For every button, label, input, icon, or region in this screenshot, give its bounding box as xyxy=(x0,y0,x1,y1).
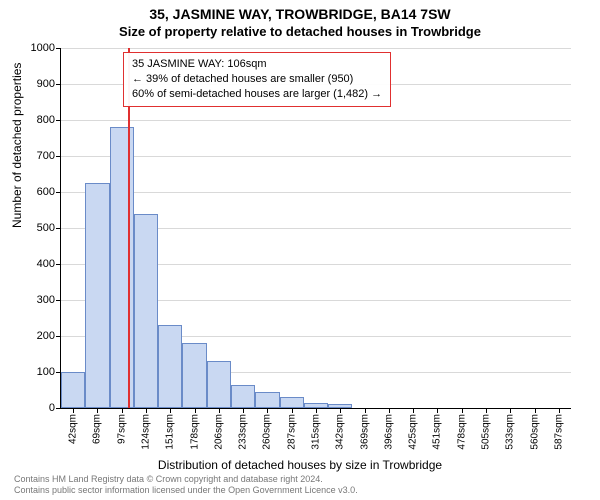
ytick-mark xyxy=(56,192,61,193)
histogram-bar xyxy=(85,183,109,408)
histogram-bar xyxy=(280,397,304,408)
xtick-label: 425sqm xyxy=(408,414,419,450)
ytick-mark xyxy=(56,264,61,265)
xtick-mark xyxy=(122,408,123,413)
histogram-bar xyxy=(182,343,206,408)
xtick-mark xyxy=(559,408,560,413)
xtick-label: 287sqm xyxy=(286,414,297,450)
histogram-bar xyxy=(231,385,255,408)
xtick-mark xyxy=(389,408,390,413)
ytick-label: 900 xyxy=(37,78,55,90)
xtick-mark xyxy=(97,408,98,413)
x-axis-label: Distribution of detached houses by size … xyxy=(0,458,600,472)
annotation-line-2: ← 39% of detached houses are smaller (95… xyxy=(132,72,382,87)
chart-title-subtitle: Size of property relative to detached ho… xyxy=(0,22,600,39)
ytick-mark xyxy=(56,48,61,49)
chart-container: 35, JASMINE WAY, TROWBRIDGE, BA14 7SW Si… xyxy=(0,0,600,500)
footer-line-1: Contains HM Land Registry data © Crown c… xyxy=(14,474,358,485)
ytick-label: 1000 xyxy=(31,42,55,54)
gridline xyxy=(61,120,571,121)
xtick-label: 260sqm xyxy=(262,414,273,450)
xtick-label: 315sqm xyxy=(311,414,322,450)
xtick-label: 533sqm xyxy=(505,414,516,450)
xtick-label: 587sqm xyxy=(553,414,564,450)
xtick-label: 151sqm xyxy=(165,414,176,450)
histogram-bar xyxy=(61,372,85,408)
xtick-mark xyxy=(510,408,511,413)
gridline xyxy=(61,48,571,49)
xtick-label: 342sqm xyxy=(335,414,346,450)
xtick-mark xyxy=(292,408,293,413)
xtick-label: 560sqm xyxy=(529,414,540,450)
xtick-mark xyxy=(365,408,366,413)
annotation-line-3: 60% of semi-detached houses are larger (… xyxy=(132,87,382,102)
histogram-bar xyxy=(158,325,182,408)
xtick-label: 505sqm xyxy=(481,414,492,450)
xtick-mark xyxy=(340,408,341,413)
xtick-mark xyxy=(316,408,317,413)
ytick-label: 500 xyxy=(37,222,55,234)
ytick-mark xyxy=(56,228,61,229)
y-axis-label: Number of detached properties xyxy=(10,63,24,228)
ytick-label: 600 xyxy=(37,186,55,198)
xtick-label: 97sqm xyxy=(116,414,127,444)
plot-area: 0100200300400500600700800900100042sqm69s… xyxy=(60,48,571,409)
ytick-mark xyxy=(56,120,61,121)
ytick-mark xyxy=(56,84,61,85)
xtick-mark xyxy=(462,408,463,413)
annotation-box: 35 JASMINE WAY: 106sqm← 39% of detached … xyxy=(123,52,391,107)
xtick-label: 69sqm xyxy=(92,414,103,444)
ytick-label: 400 xyxy=(37,258,55,270)
xtick-mark xyxy=(486,408,487,413)
ytick-label: 200 xyxy=(37,330,55,342)
ytick-label: 0 xyxy=(49,402,55,414)
xtick-label: 178sqm xyxy=(189,414,200,450)
xtick-label: 42sqm xyxy=(68,414,79,444)
xtick-mark xyxy=(437,408,438,413)
xtick-mark xyxy=(195,408,196,413)
footer-line-2: Contains public sector information licen… xyxy=(14,485,358,496)
gridline xyxy=(61,192,571,193)
ytick-mark xyxy=(56,300,61,301)
histogram-bar xyxy=(134,214,158,408)
ytick-mark xyxy=(56,408,61,409)
xtick-mark xyxy=(535,408,536,413)
annotation-line-1: 35 JASMINE WAY: 106sqm xyxy=(132,57,382,72)
ytick-mark xyxy=(56,156,61,157)
xtick-mark xyxy=(267,408,268,413)
xtick-label: 369sqm xyxy=(359,414,370,450)
histogram-bar xyxy=(207,361,231,408)
ytick-label: 300 xyxy=(37,294,55,306)
ytick-mark xyxy=(56,336,61,337)
xtick-label: 478sqm xyxy=(456,414,467,450)
xtick-label: 396sqm xyxy=(383,414,394,450)
xtick-mark xyxy=(73,408,74,413)
xtick-mark xyxy=(413,408,414,413)
ytick-label: 700 xyxy=(37,150,55,162)
footer-attribution: Contains HM Land Registry data © Crown c… xyxy=(14,474,358,497)
ytick-label: 100 xyxy=(37,366,55,378)
xtick-label: 233sqm xyxy=(238,414,249,450)
xtick-mark xyxy=(219,408,220,413)
histogram-bar xyxy=(255,392,279,408)
xtick-mark xyxy=(146,408,147,413)
xtick-label: 451sqm xyxy=(432,414,443,450)
xtick-mark xyxy=(170,408,171,413)
ytick-label: 800 xyxy=(37,114,55,126)
xtick-label: 124sqm xyxy=(141,414,152,450)
chart-title-address: 35, JASMINE WAY, TROWBRIDGE, BA14 7SW xyxy=(0,0,600,22)
xtick-label: 206sqm xyxy=(213,414,224,450)
gridline xyxy=(61,156,571,157)
xtick-mark xyxy=(243,408,244,413)
